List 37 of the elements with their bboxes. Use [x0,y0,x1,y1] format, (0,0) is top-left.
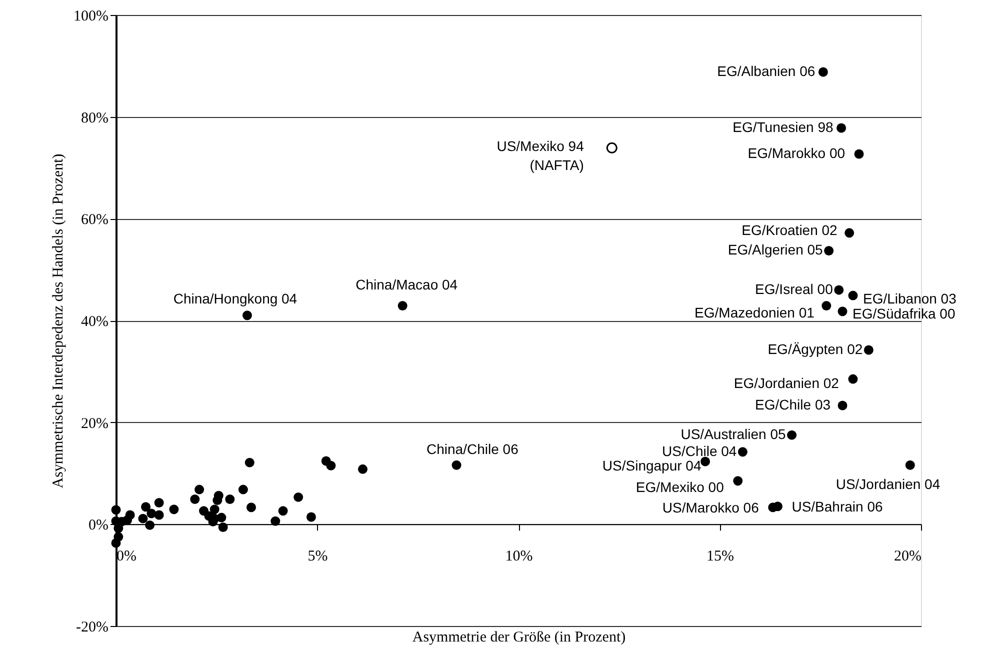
annotation: EG/Libanon 03 [862,290,957,307]
annotation: US/Singapur 04 [602,458,702,474]
x-tick-label: 20% [894,548,922,565]
annotation: EG/Mazedonien 01 [694,304,815,321]
annotation: EG/Südafrika 00 [852,305,956,322]
annotation: EG/Albanien 06 [717,63,816,80]
y-axis-title: Asymmetrische Interdepedenz des Handels (in Prozent) [50,154,67,488]
y-tick-label: -20% [76,620,108,636]
y-tick-label: 100% [74,8,108,24]
y-tick-label: 40% [81,314,108,330]
annotation: EG/Tunesien 98 [732,119,834,136]
x-axis-title: Asymmetrie der Größe (in Prozent) [412,630,626,646]
annotation: EG/Isreal 00 [755,280,834,297]
annotation: US/Mexiko 94 (NAFTA) [496,138,584,173]
y-tick-label: 80% [81,110,108,126]
annotation: US/Bahrain 06 [792,498,883,514]
annotation: EG/Kroatien 02 [742,222,838,238]
x-tick-label: 5% [308,548,328,565]
annotation: China/Macao 04 [356,276,458,293]
annotation: US/Chile 04 [662,442,737,459]
annotation: China/Chile 06 [426,441,519,458]
annotation: US/Australien 05 [680,426,786,442]
y-tick-label: 20% [81,416,108,432]
y-tick-label: 60% [81,212,108,228]
x-tick-label: 15% [706,548,734,565]
annotation: US/Marokko 06 [662,499,760,516]
annotation: EG/Mexiko 00 [636,478,724,495]
annotation: EG/Jordanien 02 [734,375,840,392]
x-tick-label: 0% [116,548,136,565]
x-tick-label: 10% [505,548,533,565]
annotation: EG/Chile 03 [755,396,831,413]
annotation: EG/Algerien 05 [728,242,824,258]
annotation: US/Jordanien 04 [836,476,940,492]
y-tick-label: 0% [88,518,108,534]
annotation: China/Hongkong 04 [173,290,298,306]
annotation: EG/Marokko 00 [748,145,846,162]
annotation: EG/Ägypten 02 [768,341,863,358]
